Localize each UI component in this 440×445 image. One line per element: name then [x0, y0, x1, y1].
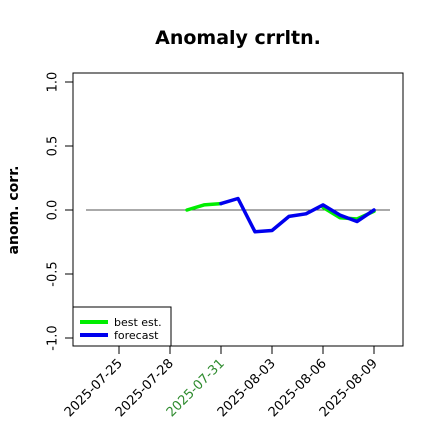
series-line-forecast: [219, 196, 376, 234]
series-line-best-est: [185, 201, 223, 212]
legend-label-best-est: best est.: [114, 316, 162, 329]
x-axis: 2025-07-252025-07-282025-07-312025-08-03…: [62, 346, 381, 420]
y-axis-label: anom. corr.: [6, 166, 22, 255]
legend-box: [72, 306, 172, 347]
legend-label-forecast: forecast: [114, 329, 159, 342]
series-group: [185, 196, 376, 234]
legend: best est. forecast: [72, 306, 172, 347]
y-tick-label: 0.0: [46, 200, 61, 221]
chart-title: Anomaly crrltn.: [155, 27, 321, 49]
y-axis: 1.0 0.5 0.0 -0.5 -1.0: [46, 72, 73, 351]
y-tick-label: 1.0: [46, 72, 61, 93]
y-tick-label: -0.5: [46, 261, 61, 286]
y-tick-label: 0.5: [46, 136, 61, 157]
y-tick-label: -1.0: [46, 325, 61, 350]
